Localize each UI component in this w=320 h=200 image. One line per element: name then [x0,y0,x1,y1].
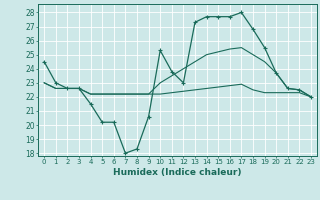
X-axis label: Humidex (Indice chaleur): Humidex (Indice chaleur) [113,168,242,177]
